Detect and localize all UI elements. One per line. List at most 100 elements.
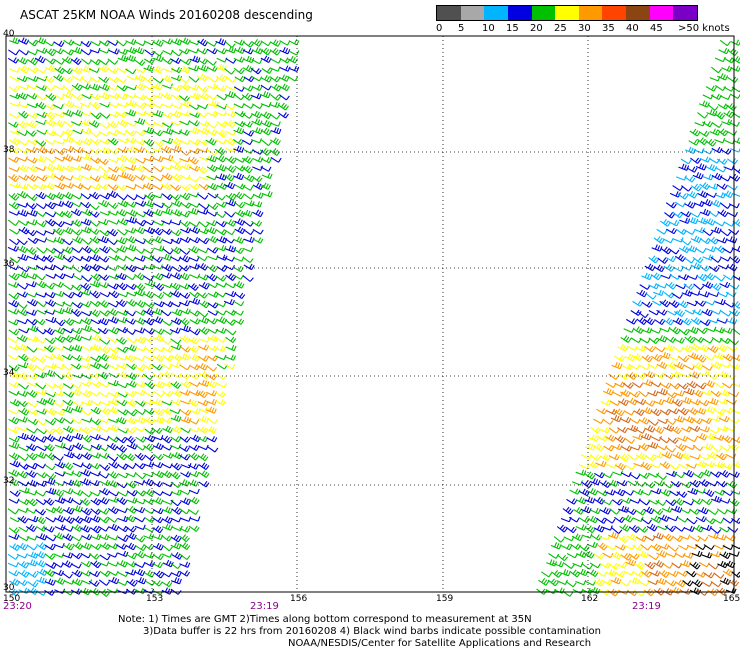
wind-barb [108,460,120,469]
wind-barb [125,38,137,46]
wind-barb [660,273,672,280]
wind-barb [189,363,201,371]
wind-barb [711,66,722,74]
wind-barb [665,552,677,558]
wind-barb [80,218,92,226]
wind-barb [673,390,685,397]
wind-barb [89,452,102,459]
scale-label: 15 [506,23,519,34]
wind-barb [161,552,173,558]
wind-barb [16,120,28,129]
wind-barb [717,560,729,569]
wind-barb [89,83,101,91]
wind-barb [205,59,217,66]
wind-barb [721,435,733,444]
wind-barb [70,57,82,66]
wind-barb [8,588,20,597]
wind-barb [206,365,218,372]
wind-barb [728,471,740,478]
wind-barb [179,542,191,550]
wind-barb [707,183,719,190]
wind-barb [260,156,272,164]
wind-barb [677,300,689,309]
wind-barb [197,426,209,434]
wind-barb [595,517,607,524]
wind-barb [721,65,733,72]
wind-barb [153,140,165,147]
wind-barb [179,149,191,156]
wind-barb [673,472,685,479]
wind-barb [135,102,147,110]
wind-barb [160,219,172,225]
wind-barb [703,461,715,468]
wind-barb [81,245,93,254]
wind-barb [80,111,92,117]
wind-barb [171,38,183,46]
wind-barb [89,138,101,146]
wind-barb [90,418,102,426]
wind-barb [7,265,19,271]
wind-barb [653,289,665,297]
wind-barb [44,58,56,65]
wind-barb [611,443,623,451]
wind-barb [206,390,218,397]
wind-barb [641,354,653,363]
wind-barb [117,171,129,179]
wind-barb [671,398,683,407]
wind-barb [81,153,93,161]
wind-barb [8,86,20,93]
wind-barb [153,408,165,417]
wind-barb [659,409,672,416]
wind-barb [234,292,246,300]
wind-barb [711,146,723,154]
wind-barb [88,580,100,587]
wind-barb [680,317,692,326]
wind-barb [135,381,147,388]
wind-barb [197,227,209,235]
wind-barb [707,345,719,354]
wind-barb [703,379,715,388]
wind-barb [279,40,291,46]
wind-barb [608,373,620,380]
wind-barb [672,317,684,326]
wind-barb [225,328,237,336]
wind-barb [90,273,102,282]
wind-barb [553,536,565,543]
wind-barb [144,226,156,235]
wind-barb [144,279,156,288]
wind-barb [586,541,598,549]
wind-barb [216,94,228,101]
lat-label: 38 [3,145,15,155]
wind-barb [143,248,155,254]
wind-barb [252,47,264,55]
wind-barb [720,148,732,155]
wind-barb [198,203,210,210]
wind-barb [225,354,237,361]
wind-barb [688,139,700,146]
wind-barb [624,353,636,362]
wind-barb [677,193,689,200]
wind-barb [641,327,653,334]
wind-barb [728,392,740,398]
wind-barb [116,580,128,586]
wind-barb [53,489,65,498]
wind-barb [658,570,670,578]
wind-barb [261,75,273,83]
wind-barb [626,372,638,380]
wind-barb [656,309,668,316]
wind-barb [242,85,254,92]
wind-barb [614,488,626,497]
wind-barb [215,310,227,316]
wind-barb [214,391,226,398]
wind-barb [207,247,219,254]
wind-barb [676,175,687,181]
wind-barb [99,210,111,216]
wind-barb [160,145,172,154]
wind-barb [125,416,137,425]
wind-barb [726,263,738,272]
scale-swatch [602,6,627,20]
wind-barb [170,462,182,471]
wind-barb [116,560,128,568]
wind-barb [17,102,29,109]
wind-barb [124,274,136,281]
